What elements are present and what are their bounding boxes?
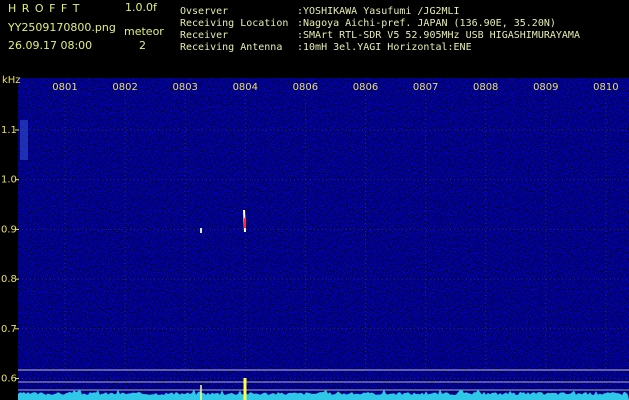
axis-unit: kHz	[2, 75, 21, 86]
version: 1.0.0f	[125, 1, 158, 14]
y-tick-label: 1.1	[1, 125, 17, 136]
x-tick-label: 0810	[593, 82, 618, 93]
noise-burst	[20, 120, 28, 160]
info-label: Receiving Antenna	[180, 42, 282, 53]
x-tick-label: 0807	[413, 82, 438, 93]
spectrogram	[18, 78, 629, 400]
y-tick-label: 0.9	[1, 224, 17, 235]
info-value: :YOSHIKAWA Yasufumi /JG2MLI	[297, 6, 460, 17]
x-tick-label: 0802	[112, 82, 137, 93]
info-value: :SMArt RTL-SDR V5 52.905MHz USB HIGASHIM…	[297, 30, 580, 41]
info-block: Ovserver :YOSHIKAWA Yasufumi /JG2MLI Recei…	[180, 6, 580, 53]
info-label: Receiver	[180, 30, 228, 41]
info-label: Receiving Location	[180, 18, 288, 29]
datetime: 26.09.17 08:00	[8, 39, 92, 52]
x-tick-label: 0806	[353, 82, 378, 93]
info-value: :10mH 3el.YAGI Horizontal:ENE	[297, 42, 472, 53]
y-tick-label: 0.7	[1, 324, 17, 335]
signal-level	[18, 389, 629, 400]
app-title: H R O F F T	[8, 2, 80, 15]
x-tick-label: 0803	[172, 82, 197, 93]
y-tick-label: 1.0	[1, 175, 17, 186]
x-tick-label: 0806	[293, 82, 318, 93]
meteor-label: meteor	[124, 25, 164, 38]
meteor-echo	[200, 228, 202, 233]
x-tick-label: 0808	[473, 82, 498, 93]
x-tick-label: 0804	[233, 82, 258, 93]
y-tick-label: 0.6	[1, 374, 17, 385]
filename: YY2509170800.png	[7, 21, 116, 34]
x-tick-label: 0809	[533, 82, 558, 93]
y-tick-label: 0.8	[1, 274, 17, 285]
info-value: :Nagoya Aichi-pref. JAPAN (136.90E, 35.2…	[297, 18, 556, 29]
x-tick-label: 0801	[52, 82, 77, 93]
info-label: Ovserver	[180, 6, 228, 17]
meteor-count: 2	[139, 39, 146, 52]
